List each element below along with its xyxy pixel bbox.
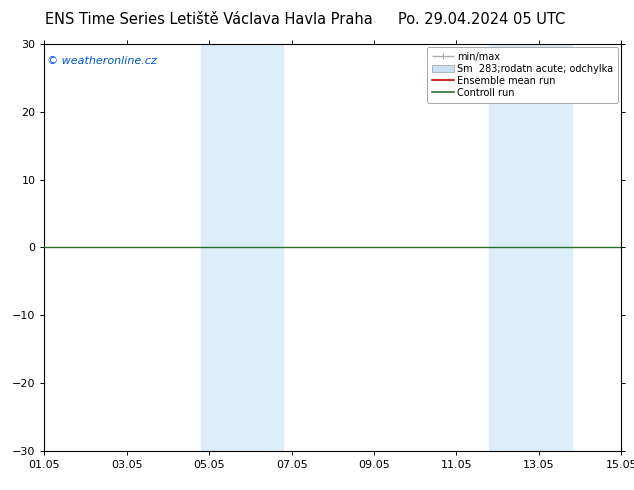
Legend: min/max, Sm  283;rodatn acute; odchylka, Ensemble mean run, Controll run: min/max, Sm 283;rodatn acute; odchylka, … <box>427 47 618 102</box>
Bar <box>201 44 283 451</box>
Bar <box>489 44 572 451</box>
Text: ENS Time Series Letiště Václava Havla Praha: ENS Time Series Letiště Václava Havla Pr… <box>46 12 373 27</box>
Text: Po. 29.04.2024 05 UTC: Po. 29.04.2024 05 UTC <box>398 12 566 27</box>
Text: © weatheronline.cz: © weatheronline.cz <box>48 56 157 66</box>
